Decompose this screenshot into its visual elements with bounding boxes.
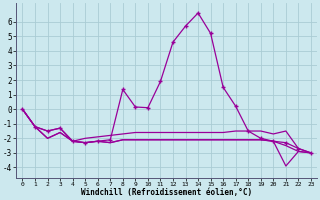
X-axis label: Windchill (Refroidissement éolien,°C): Windchill (Refroidissement éolien,°C) xyxy=(81,188,252,197)
